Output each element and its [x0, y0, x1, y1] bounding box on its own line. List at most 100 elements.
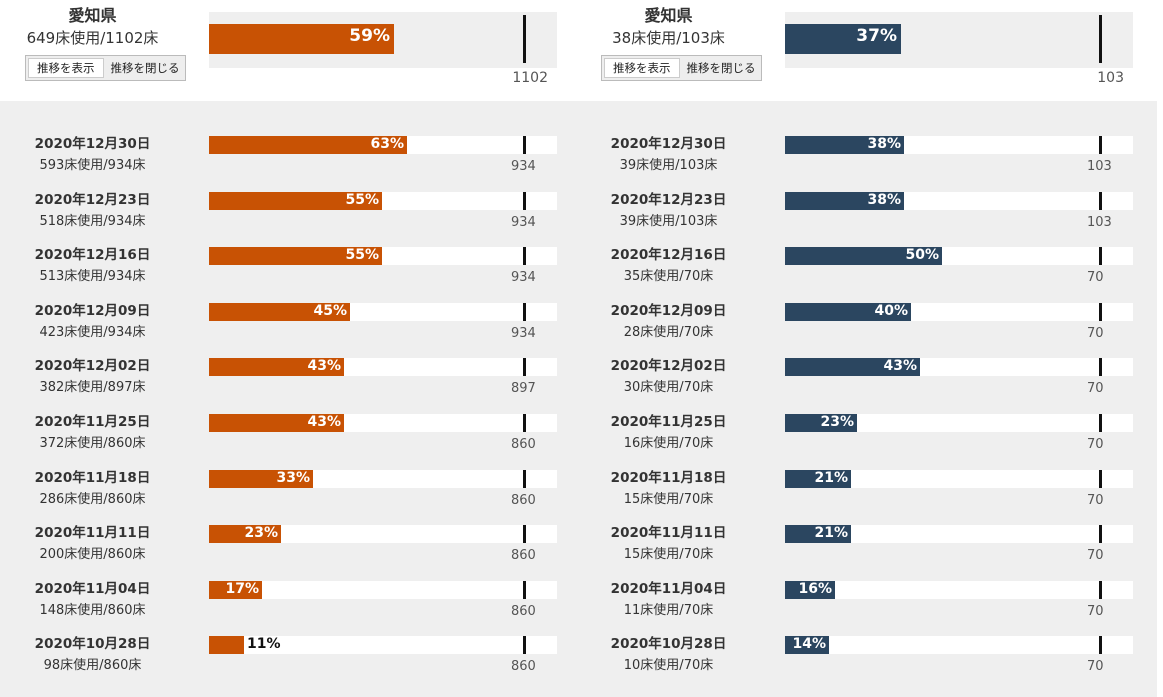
history-row: 2020年11月11日 200床使用/860床 23% 860 [0, 516, 560, 572]
capacity-tick [523, 469, 526, 488]
history-bar: 40% [785, 302, 911, 321]
history-bar-track: 23% 70 [785, 414, 1133, 452]
history-percent-label: 23% [244, 525, 278, 542]
history-usage: 286床使用/860床 [39, 491, 146, 507]
capacity-tick [523, 15, 526, 63]
capacity-tick [1099, 136, 1102, 154]
history-row: 2020年12月16日 35床使用/70床 50% 70 [576, 238, 1136, 294]
history-bar: 45% [209, 302, 350, 321]
history-bar-track: 43% 897 [209, 358, 557, 396]
history-capacity-label: 860 [511, 659, 536, 675]
history-bar: 21% [785, 525, 851, 544]
history-row: 2020年12月30日 39床使用/103床 38% 103 [576, 127, 1136, 183]
capacity-tick [523, 191, 526, 210]
history-date: 2020年12月30日 [34, 136, 151, 152]
history-date: 2020年12月16日 [610, 247, 727, 264]
history-bar-track: 43% 70 [785, 358, 1133, 396]
prefecture-title: 愛知県 [644, 6, 693, 25]
history-row: 2020年11月25日 372床使用/860床 43% 860 [0, 405, 560, 461]
history-capacity-label: 897 [511, 381, 536, 397]
history-bar-track: 17% 860 [209, 580, 557, 619]
capacity-tick [523, 636, 526, 655]
general-beds-panel: 愛知県 649床使用/1102床 推移を表示 推移を閉じる 59% 1102 2… [0, 0, 560, 697]
history-bar: 23% [785, 414, 857, 432]
capacity-tick [523, 414, 526, 432]
capacity-tick [1099, 302, 1102, 321]
history-capacity-label: 860 [511, 603, 536, 619]
history-usage: 15床使用/70床 [623, 547, 714, 563]
history-usage: 28床使用/70床 [623, 324, 714, 340]
hide-history-button[interactable]: 推移を閉じる [110, 61, 180, 75]
capacity-tick [523, 136, 526, 154]
history-capacity-label: 70 [1087, 437, 1104, 452]
capacity-tick [523, 525, 526, 544]
history-capacity-label: 934 [511, 214, 536, 230]
capacity-tick [1099, 247, 1102, 266]
history-percent-label: 43% [307, 358, 341, 375]
history-date: 2020年12月16日 [34, 247, 151, 264]
capacity-tick [523, 247, 526, 266]
current-capacity-label: 1102 [512, 70, 548, 86]
history-bar: 50% [785, 247, 942, 266]
history-usage: 30床使用/70床 [623, 380, 714, 396]
current-percent-label: 59% [349, 26, 390, 46]
history-percent-label: 45% [313, 302, 347, 319]
history-percent-label: 21% [814, 469, 848, 486]
history-bar-track: 23% 860 [209, 525, 557, 563]
history-usage: 98床使用/860床 [43, 658, 142, 674]
history-usage: 16床使用/70床 [623, 436, 714, 451]
capacity-tick [1099, 525, 1102, 544]
history-usage: 11床使用/70床 [623, 602, 714, 618]
current-percent-label: 37% [856, 26, 897, 46]
current-bar: 37% [785, 24, 901, 54]
history-percent-label: 14% [792, 636, 826, 653]
history-percent-label: 55% [345, 247, 379, 264]
show-history-button[interactable]: 推移を表示 [604, 58, 680, 78]
history-bar-track: 16% 70 [785, 580, 1133, 619]
history-row: 2020年12月16日 513床使用/934床 55% 934 [0, 238, 560, 294]
show-history-button[interactable]: 推移を表示 [28, 58, 104, 78]
history-bar-track: 50% 70 [785, 247, 1133, 285]
history-percent-label: 43% [307, 414, 341, 430]
history-capacity-label: 934 [511, 270, 536, 286]
capacity-tick [1099, 414, 1102, 432]
current-bar: 59% [209, 24, 394, 54]
hide-history-button[interactable]: 推移を閉じる [686, 61, 756, 75]
history-percent-label: 38% [867, 136, 901, 152]
toggle-buttons: 推移を表示 推移を閉じる [25, 55, 186, 81]
history-row: 2020年11月18日 15床使用/70床 21% 70 [576, 461, 1136, 517]
history-capacity-label: 934 [511, 325, 536, 341]
history-bar-track: 55% 934 [209, 247, 557, 285]
history-date: 2020年10月28日 [610, 636, 727, 653]
history-row: 2020年12月02日 30床使用/70床 43% 70 [576, 349, 1136, 405]
current-bar-track: 59% [209, 12, 557, 68]
history-capacity-label: 70 [1087, 492, 1104, 508]
severe-beds-panel: 愛知県 38床使用/103床 推移を表示 推移を閉じる 37% 103 2020… [576, 0, 1136, 697]
capacity-tick [1099, 358, 1102, 377]
history-row: 2020年12月23日 39床使用/103床 38% 103 [576, 183, 1136, 239]
history-percent-label: 55% [345, 191, 379, 208]
history-usage: 518床使用/934床 [39, 213, 146, 229]
history-row: 2020年10月28日 98床使用/860床 11% 860 [0, 627, 560, 683]
history-bar: 16% [785, 580, 835, 599]
history-percent-label: 11% [247, 636, 281, 653]
history-row: 2020年12月02日 382床使用/897床 43% 897 [0, 349, 560, 405]
history-bar: 43% [785, 358, 920, 377]
history-usage: 35床使用/70床 [623, 269, 714, 285]
history-date: 2020年12月09日 [34, 302, 151, 319]
current-capacity-label: 103 [1097, 70, 1124, 86]
history-percent-label: 33% [276, 469, 310, 486]
history-usage: 39床使用/103床 [619, 158, 718, 173]
history-percent-label: 63% [370, 136, 404, 152]
history-usage: 593床使用/934床 [39, 158, 146, 173]
history-capacity-label: 70 [1087, 325, 1104, 341]
history-date: 2020年11月11日 [34, 525, 151, 542]
history-percent-label: 16% [798, 580, 832, 597]
history-date: 2020年11月25日 [610, 414, 727, 430]
history-bar: 21% [785, 469, 851, 488]
capacity-tick [523, 358, 526, 377]
history-row: 2020年11月04日 148床使用/860床 17% 860 [0, 572, 560, 628]
history-bar-track: 21% 70 [785, 469, 1133, 508]
history-capacity-label: 70 [1087, 659, 1104, 675]
history-bar-track: 21% 70 [785, 525, 1133, 563]
